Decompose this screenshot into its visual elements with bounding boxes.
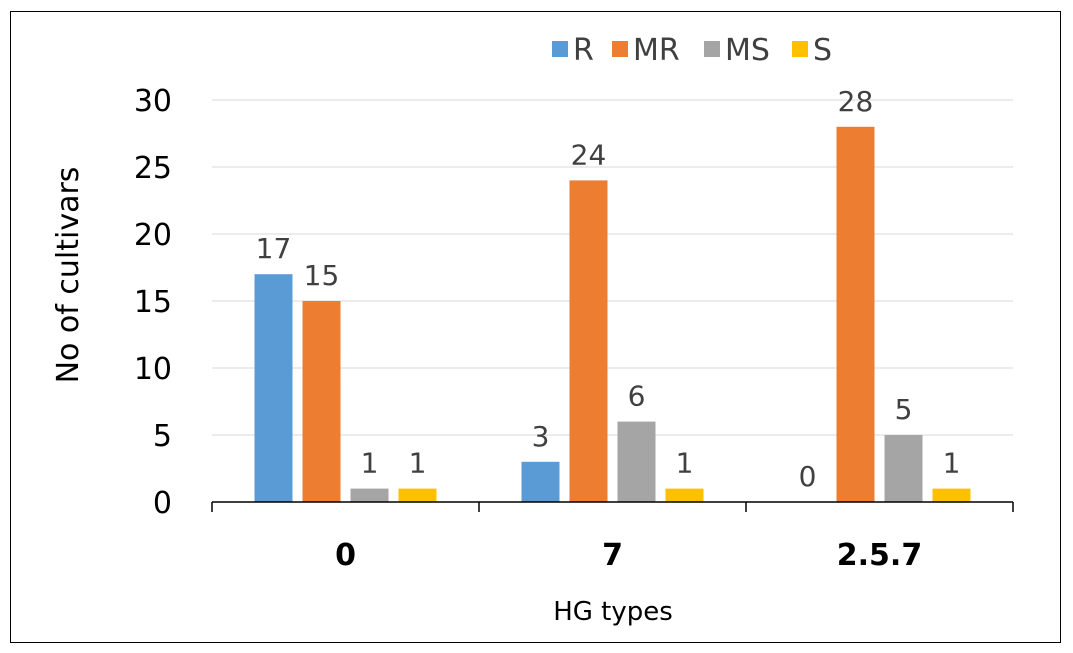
data-label: 3 xyxy=(532,420,550,453)
x-category-labels: 0 7 2.5.7 xyxy=(335,538,922,573)
data-label: 1 xyxy=(361,447,379,480)
legend-swatch-ms xyxy=(704,41,720,57)
bar-mr-2 xyxy=(836,126,875,503)
y-tick-labels: 0 5 10 15 20 25 30 xyxy=(134,84,172,521)
bar-ms-0 xyxy=(350,488,389,502)
legend-label-s: S xyxy=(813,33,832,68)
legend: R MR MS S xyxy=(552,33,832,68)
x-axis-title: HG types xyxy=(553,597,673,627)
x-category-label: 0 xyxy=(335,538,356,573)
y-tick-label: 15 xyxy=(134,285,172,320)
x-category-label: 2.5.7 xyxy=(837,538,922,573)
bar-s-0 xyxy=(398,488,437,502)
legend-label-mr: MR xyxy=(633,33,680,68)
data-label: 1 xyxy=(943,447,961,480)
legend-label-r: R xyxy=(573,33,594,68)
legend-swatch-r xyxy=(552,41,568,57)
bar-s-1 xyxy=(665,488,704,502)
bar-ms-1 xyxy=(617,421,656,502)
y-tick-label: 30 xyxy=(134,84,172,119)
data-label: 1 xyxy=(676,447,694,480)
bar-s-2 xyxy=(932,488,971,502)
data-label: 15 xyxy=(304,259,340,292)
bar-ms-2 xyxy=(884,435,923,502)
data-label: 6 xyxy=(628,380,646,413)
data-label: 0 xyxy=(799,460,817,493)
y-tick-label: 5 xyxy=(153,419,172,454)
x-category-label: 7 xyxy=(602,538,623,573)
bar-r-0 xyxy=(254,274,293,502)
bar-r-1 xyxy=(521,461,560,502)
gridlines xyxy=(212,99,1013,436)
bars xyxy=(254,126,971,503)
data-label: 24 xyxy=(571,138,607,171)
y-tick-label: 20 xyxy=(134,218,172,253)
chart-frame xyxy=(10,11,1061,643)
bar-mr-0 xyxy=(302,301,341,502)
y-axis-title: No of cultivars xyxy=(51,167,86,384)
data-label: 28 xyxy=(838,85,874,118)
bar-mr-1 xyxy=(569,180,608,502)
legend-swatch-mr xyxy=(612,41,628,57)
legend-label-ms: MS xyxy=(725,33,770,68)
axes xyxy=(211,501,1014,512)
data-label: 5 xyxy=(895,393,913,426)
y-tick-label: 10 xyxy=(134,352,172,387)
legend-swatch-s xyxy=(792,41,808,57)
y-tick-label: 0 xyxy=(153,486,172,521)
data-label: 17 xyxy=(256,232,292,265)
data-label: 1 xyxy=(409,447,427,480)
y-tick-label: 25 xyxy=(134,151,172,186)
